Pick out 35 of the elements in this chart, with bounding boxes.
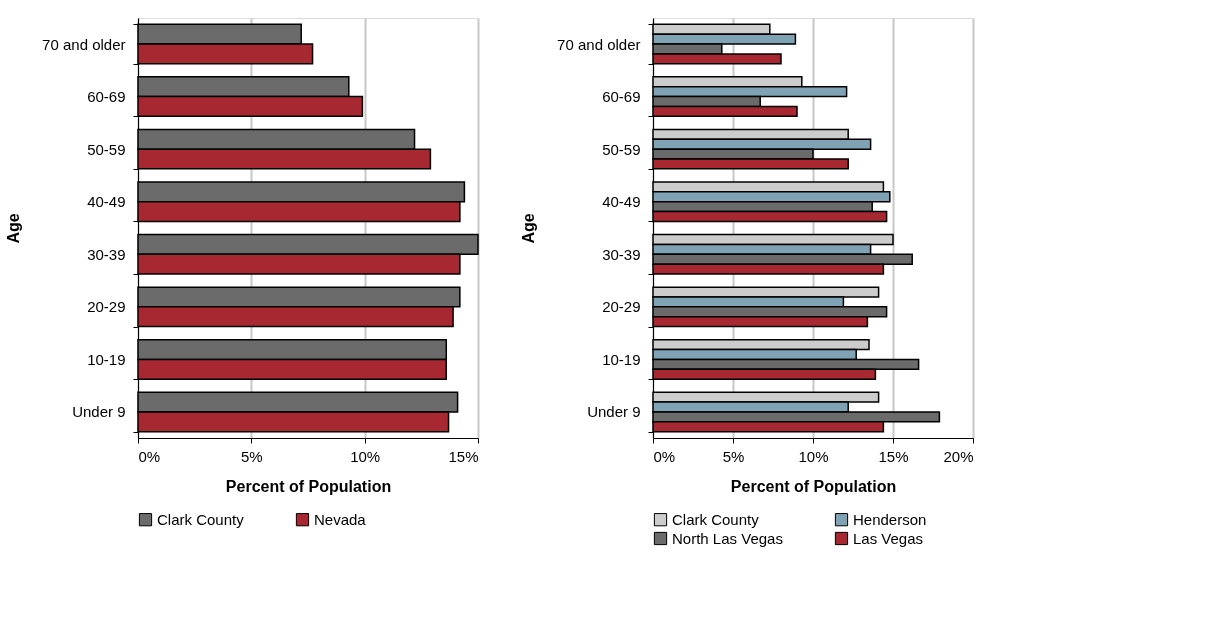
x-axis-title: Percent of Population xyxy=(225,477,392,495)
y-tick-label: 60-69 xyxy=(602,88,641,106)
y-tick-label: 20-29 xyxy=(602,298,641,316)
legend-label: Henderson xyxy=(853,510,927,528)
y-tick-label: 10-19 xyxy=(602,350,641,368)
y-tick-label: 50-59 xyxy=(87,140,126,158)
y-tick-label: 40-49 xyxy=(602,193,641,211)
y-tick-label: 60-69 xyxy=(87,88,126,106)
y-tick-label: 30-39 xyxy=(87,245,126,263)
y-tick-label: 20-29 xyxy=(87,298,126,316)
x-tick-label: 5% xyxy=(240,447,263,465)
x-tick-label: 5% xyxy=(722,447,745,465)
y-tick-label: 50-59 xyxy=(602,140,641,158)
x-tick-label: 10% xyxy=(350,447,381,465)
y-tick-label: 10-19 xyxy=(87,350,126,368)
legend-label: Clark County xyxy=(157,510,245,528)
y-axis-title: Age xyxy=(520,213,538,244)
y-tick-label: Under 9 xyxy=(587,403,641,421)
y-tick-label: 40-49 xyxy=(87,193,126,211)
x-tick-label: 0% xyxy=(653,447,676,465)
x-tick-label: 15% xyxy=(878,447,909,465)
x-tick-label: 15% xyxy=(448,447,479,465)
y-tick-label: 70 and older xyxy=(557,35,641,53)
x-axis-title: Percent of Population xyxy=(730,477,897,495)
y-tick-label: Under 9 xyxy=(72,403,126,421)
legend-label: Clark County xyxy=(672,510,760,528)
x-tick-label: 10% xyxy=(798,447,829,465)
legend-label: North Las Vegas xyxy=(672,529,783,547)
legend-label: Nevada xyxy=(314,510,367,528)
x-tick-label: 0% xyxy=(138,447,161,465)
y-tick-label: 70 and older xyxy=(42,35,126,53)
y-axis-title: Age xyxy=(5,213,23,244)
legend-label: Las Vegas xyxy=(853,529,924,547)
x-tick-label: 20% xyxy=(943,447,974,465)
y-tick-label: 30-39 xyxy=(602,245,641,263)
